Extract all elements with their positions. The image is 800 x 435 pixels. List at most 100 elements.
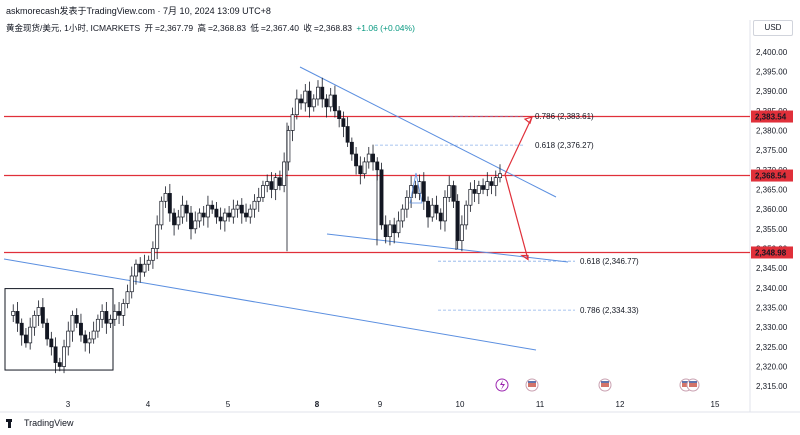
y-tick-label: 2,335.00 [756, 303, 788, 312]
economic-event-icon[interactable] [598, 378, 612, 392]
x-tick-label: 15 [711, 400, 720, 409]
lightning-event-icon[interactable] [495, 378, 509, 392]
candle-body [476, 185, 481, 194]
y-tick-label: 2,365.00 [756, 185, 788, 194]
x-tick-label: 4 [146, 400, 151, 409]
candle [23, 327, 28, 348]
symbol-name[interactable]: 黄金现货/美元, 1小时, ICMARKETS [6, 23, 141, 33]
candle [45, 318, 50, 346]
candle [248, 204, 253, 224]
candle [74, 308, 79, 328]
candle [159, 196, 164, 230]
candle [269, 172, 274, 199]
candle [155, 215, 160, 260]
candle-body [129, 275, 134, 293]
candle-body [235, 204, 240, 210]
candle [138, 257, 143, 283]
candle-body [481, 185, 486, 190]
currency-button[interactable]: USD [753, 20, 793, 36]
candle-body [417, 181, 422, 194]
candle-body [108, 318, 113, 324]
candle-body [341, 118, 346, 127]
candle [464, 200, 469, 230]
candle [328, 87, 333, 112]
candle [210, 200, 215, 214]
y-tick-label: 2,360.00 [756, 205, 788, 214]
candle-body [28, 326, 33, 344]
candle-body [447, 185, 452, 198]
candle [146, 255, 151, 271]
economic-event-icon[interactable] [686, 378, 700, 392]
candle [472, 180, 477, 203]
candle-body [485, 181, 490, 190]
candle-body [498, 173, 502, 179]
candle-body [172, 212, 177, 226]
arrow-head-up [523, 116, 533, 125]
candle-body [438, 212, 443, 222]
candle-body [324, 98, 329, 108]
arrow-head-down [520, 254, 529, 261]
candle-body [100, 311, 105, 320]
candle [404, 190, 409, 218]
low-value: =2,367.40 [260, 23, 299, 33]
y-tick-label: 2,330.00 [756, 323, 788, 332]
candle [100, 304, 105, 328]
x-tick-label: 11 [536, 400, 545, 409]
candle [371, 144, 375, 171]
candle [358, 156, 363, 185]
candle-body [159, 200, 164, 226]
candle-body [53, 346, 58, 363]
candle [252, 194, 257, 218]
candle [485, 172, 490, 197]
candle [256, 187, 261, 212]
candle-body [112, 311, 117, 320]
candle-body [277, 177, 282, 186]
candle-body [252, 200, 257, 210]
candle [400, 204, 405, 228]
candle [392, 217, 397, 244]
candle [320, 77, 325, 108]
candle-body [392, 224, 397, 234]
candle-body [434, 204, 439, 214]
economic-event-icon[interactable] [525, 378, 539, 392]
candle-body [421, 181, 426, 202]
candle-body [345, 126, 350, 143]
candle-body [472, 189, 477, 194]
candle-body [299, 98, 304, 104]
candle [125, 284, 130, 309]
brand-footer[interactable]: TradingView [6, 418, 74, 428]
candle [498, 164, 502, 183]
candle-body [201, 212, 206, 218]
candle-body [387, 224, 392, 238]
candle-body [205, 204, 210, 218]
candle [387, 220, 392, 246]
candle [11, 304, 16, 323]
candle-body [282, 161, 287, 186]
candle-body [400, 208, 405, 222]
price-level-label: 2,368.54 [755, 172, 787, 181]
candle [417, 174, 422, 201]
candle-body [320, 86, 325, 100]
candle-body [32, 315, 37, 328]
candle-body [489, 181, 494, 186]
fib-level-label: 0.618 (2,346.77) [580, 257, 639, 266]
candle [311, 94, 316, 112]
candle-body [87, 338, 92, 344]
candle [227, 205, 232, 222]
candle-body [83, 334, 88, 344]
candle [36, 300, 41, 326]
candle-body [455, 200, 460, 241]
candle [197, 208, 202, 228]
bearish-projection-arrow [504, 174, 529, 260]
candle [167, 183, 172, 222]
candle-body [430, 204, 435, 218]
candle [337, 106, 342, 128]
candle [193, 211, 198, 234]
candle [290, 107, 295, 142]
x-tick-label: 12 [616, 400, 625, 409]
candle [218, 207, 223, 230]
candle-body [311, 98, 316, 108]
candle [189, 205, 193, 240]
price-level-label: 2,348.98 [755, 248, 787, 257]
